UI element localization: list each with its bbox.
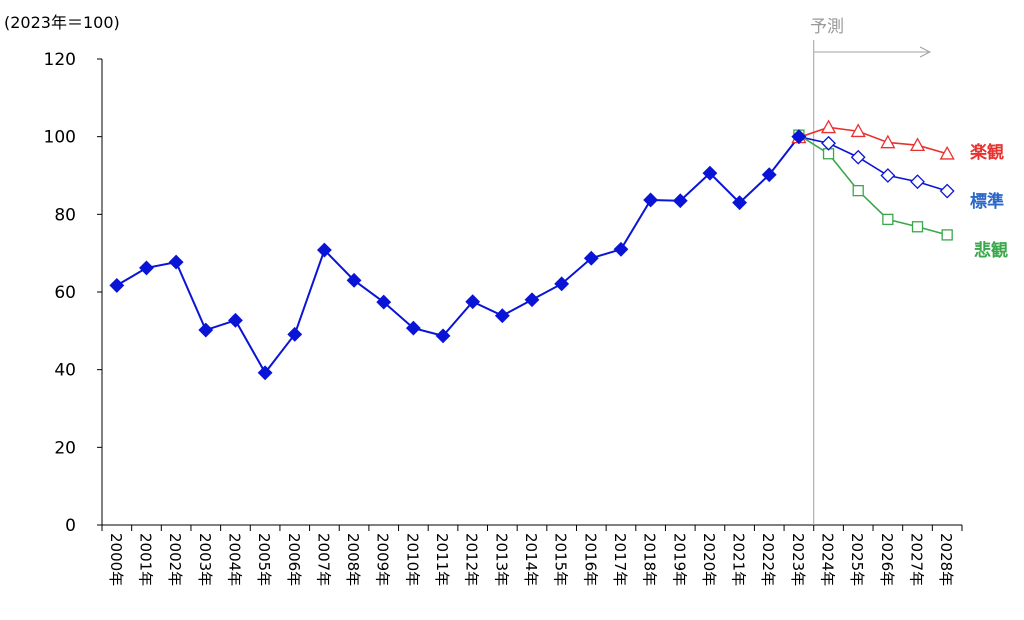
series-markers — [109, 119, 955, 381]
actual-point — [643, 192, 659, 208]
x-tick-label: 2019年 — [670, 533, 688, 586]
standard-point — [910, 174, 925, 190]
standard-point — [821, 135, 836, 151]
x-tick-label: 2017年 — [611, 533, 629, 586]
pessimistic-point — [941, 229, 953, 241]
actual-point — [761, 167, 777, 183]
actual-point — [702, 165, 718, 181]
standard-point — [939, 183, 955, 199]
actual-point — [732, 195, 748, 211]
pessimistic-series-line — [798, 134, 948, 236]
y-tick-label: 60 — [54, 283, 76, 303]
x-tick-label: 2007年 — [314, 533, 332, 586]
x-tick-label: 2024年 — [819, 533, 837, 586]
x-tick-label: 2006年 — [285, 533, 303, 586]
legend-optimistic: 楽観 — [970, 142, 1004, 163]
y-tick-label: 20 — [54, 438, 76, 458]
actual-point — [465, 294, 481, 310]
standard-point — [850, 149, 866, 165]
legend-pessimistic: 悲観 — [974, 240, 1008, 261]
actual-point — [791, 129, 807, 145]
standard-series-line — [798, 135, 948, 192]
legend-standard: 標準 — [970, 191, 1004, 212]
x-tick-label: 2003年 — [196, 533, 214, 586]
x-tick-label: 2021年 — [730, 533, 748, 586]
y-tick-label: 40 — [54, 361, 76, 381]
actual-point — [316, 242, 332, 258]
y-tick-label: 80 — [54, 205, 76, 225]
actual-point — [554, 276, 570, 292]
actual-point — [198, 322, 214, 338]
forecast-arrow-head — [919, 46, 932, 58]
optimistic-point — [880, 134, 896, 149]
x-tick-label: 2018年 — [641, 533, 659, 586]
pessimistic-point — [852, 184, 864, 197]
x-tick-label: 2004年 — [225, 533, 243, 586]
y-tick-label: 120 — [44, 50, 76, 70]
actual-point — [494, 308, 510, 324]
x-tick-label: 2025年 — [848, 533, 866, 586]
x-tick-label: 2013年 — [492, 533, 510, 586]
forecast-marker: 予測 — [810, 17, 932, 525]
x-tick-label: 2028年 — [937, 533, 955, 586]
x-tick-label: 2014年 — [522, 533, 540, 586]
optimistic-point — [850, 123, 866, 138]
x-tick-label: 2008年 — [344, 533, 362, 586]
x-tick-label: 2015年 — [552, 533, 570, 586]
x-tick-label: 2011年 — [433, 533, 451, 586]
pessimistic-point — [882, 213, 894, 226]
actual-point — [613, 241, 629, 257]
x-tick-label: 2005年 — [255, 533, 273, 586]
pessimistic-point — [911, 221, 924, 233]
optimistic-point — [939, 145, 955, 160]
optimistic-point — [820, 119, 837, 134]
x-tick-label: 2001年 — [136, 533, 154, 586]
actual-point — [287, 326, 303, 342]
actual-point — [168, 254, 184, 270]
actual-point — [346, 272, 362, 288]
actual-point — [228, 312, 243, 328]
actual-point — [583, 250, 599, 266]
x-tick-label: 2026年 — [878, 533, 896, 586]
standard-point — [880, 168, 896, 183]
x-tick-label: 2023年 — [789, 533, 807, 586]
optimistic-point — [909, 137, 926, 152]
actual-point — [524, 292, 540, 308]
x-tick-label: 2020年 — [700, 533, 718, 586]
unit-label: (2023年＝100) — [4, 13, 120, 32]
x-tick-label: 2012年 — [463, 533, 481, 586]
series-lines — [116, 126, 948, 375]
x-tick-label: 2000年 — [107, 533, 125, 586]
x-tick-label: 2027年 — [908, 533, 926, 586]
actual-series-line — [116, 136, 800, 375]
actual-point — [139, 260, 154, 276]
x-tick-label: 2022年 — [759, 533, 777, 586]
actual-point — [672, 193, 688, 209]
x-tick-label: 2016年 — [581, 533, 599, 586]
x-tick-label: 2002年 — [166, 533, 184, 586]
y-tick-label: 100 — [44, 128, 76, 148]
x-tick-label: 2009年 — [374, 533, 392, 586]
actual-point — [405, 320, 421, 336]
actual-point — [257, 365, 273, 381]
x-tick-label: 2010年 — [403, 533, 421, 586]
forecast-label: 予測 — [810, 17, 844, 37]
y-tick-label: 0 — [65, 516, 76, 536]
actual-point — [435, 328, 451, 344]
legend: 楽観 標準 悲観 — [970, 142, 1008, 261]
actual-point — [109, 277, 125, 293]
axes: 0 20 40 60 80 100 120 2000年 2001年 2002年 2003年 2004年… — [44, 50, 963, 586]
actual-point — [376, 294, 392, 310]
